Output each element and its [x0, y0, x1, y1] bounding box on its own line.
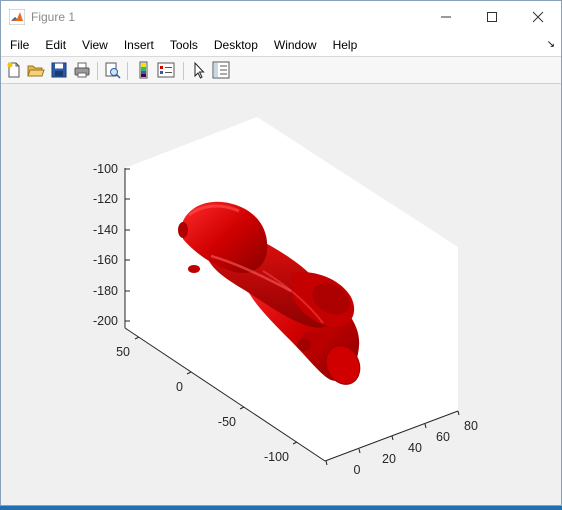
x-tick-label: 20 — [382, 452, 396, 466]
title-bar[interactable]: Figure 1 — [1, 1, 561, 33]
minimize-icon — [441, 16, 451, 18]
property-inspector-icon[interactable] — [212, 61, 230, 79]
open-file-icon[interactable] — [27, 61, 45, 79]
figure-canvas: -100 -120 -140 -160 -180 -200 50 0 -50 -… — [1, 84, 561, 505]
new-figure-icon[interactable] — [5, 61, 23, 79]
menu-help[interactable]: Help — [332, 37, 358, 52]
pointer-icon[interactable] — [190, 61, 208, 79]
x-tick-label: 0 — [354, 463, 361, 477]
print-preview-icon[interactable] — [103, 61, 121, 79]
menu-view[interactable]: View — [82, 37, 108, 52]
menu-desktop[interactable]: Desktop — [213, 37, 258, 52]
maximize-button[interactable] — [469, 1, 515, 33]
x-axis-ticks: 0 20 40 60 80 — [325, 410, 478, 477]
z-tick-label: -180 — [93, 284, 118, 298]
x-tick-label: 40 — [408, 441, 422, 455]
y-tick-label: -50 — [218, 415, 236, 429]
x-tick-label: 60 — [436, 430, 450, 444]
y-axis-line — [124, 327, 326, 462]
x-axis-line — [324, 410, 459, 462]
z-tick-label: -140 — [93, 223, 118, 237]
figure-toolbar — [1, 57, 561, 84]
print-icon[interactable] — [73, 61, 91, 79]
maximize-icon — [487, 12, 497, 22]
y-tick-label: -100 — [264, 450, 289, 464]
minimize-button[interactable] — [423, 1, 469, 33]
menu-bar: File Edit View Insert Tools Desktop Wind… — [1, 33, 561, 57]
close-icon — [532, 11, 544, 23]
y-axis-ticks: 50 0 -50 -100 — [116, 336, 298, 464]
x-tick-label: 80 — [464, 419, 478, 433]
menu-edit[interactable]: Edit — [45, 37, 67, 52]
save-icon[interactable] — [50, 61, 68, 79]
dock-arrow-icon[interactable]: ↘ — [546, 39, 555, 50]
legend-icon[interactable] — [157, 61, 175, 79]
colorbar-icon[interactable] — [135, 61, 153, 79]
menu-window[interactable]: Window — [273, 37, 317, 52]
3d-surface — [178, 201, 361, 385]
window-title: Figure 1 — [31, 10, 76, 24]
close-button[interactable] — [515, 1, 561, 33]
toolbar-separator — [97, 62, 98, 80]
z-tick-label: -120 — [93, 192, 118, 206]
menu-tools[interactable]: Tools — [169, 37, 198, 52]
z-tick-label: -100 — [93, 162, 118, 176]
y-tick-label: 0 — [176, 380, 183, 394]
z-tick-label: -160 — [93, 253, 118, 267]
3d-axes[interactable]: -100 -120 -140 -160 -180 -200 50 0 -50 -… — [1, 84, 561, 505]
z-axis-ticks: -100 -120 -140 -160 -180 -200 — [93, 162, 130, 328]
y-tick-label: 50 — [116, 345, 130, 359]
menu-insert[interactable]: Insert — [123, 37, 154, 52]
toolbar-separator — [127, 62, 128, 80]
toolbar-separator — [183, 62, 184, 80]
z-tick-label: -200 — [93, 314, 118, 328]
menu-file[interactable]: File — [10, 37, 30, 52]
matlab-logo-icon — [9, 9, 25, 25]
